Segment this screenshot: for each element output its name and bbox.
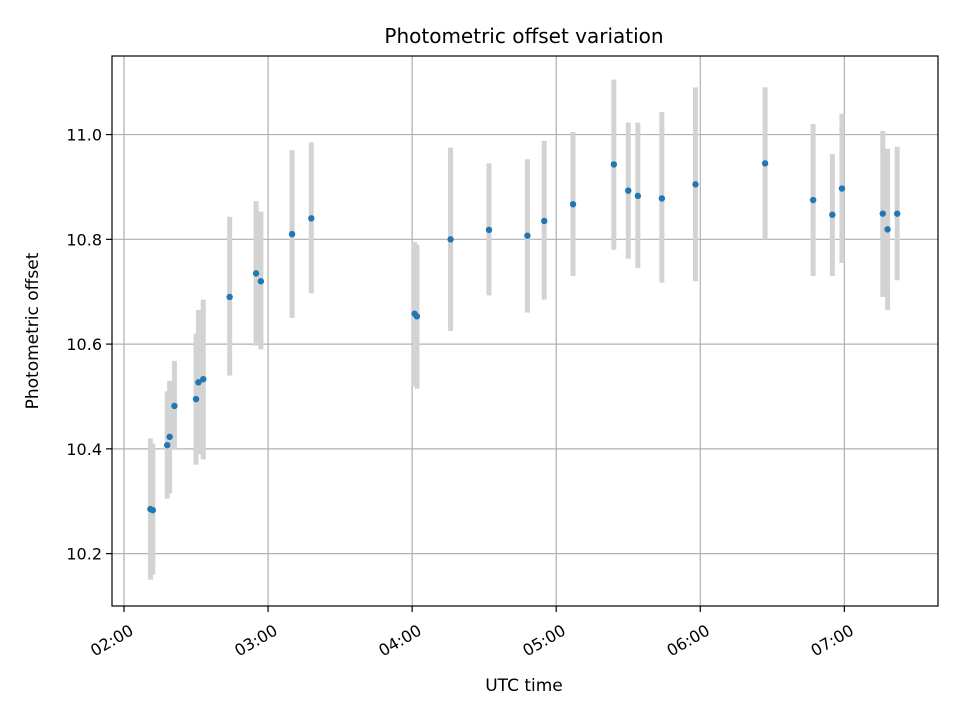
data-point xyxy=(838,185,846,192)
data-point xyxy=(149,506,157,514)
data-point xyxy=(166,433,173,441)
y-tick-label: 10.2 xyxy=(66,545,102,564)
data-point xyxy=(634,192,642,200)
y-axis-label: Photometric offset xyxy=(23,252,43,409)
data-point xyxy=(226,293,233,301)
data-point xyxy=(761,160,769,167)
data-point xyxy=(610,161,618,168)
data-point xyxy=(192,395,200,403)
data-point xyxy=(288,230,296,238)
data-point xyxy=(252,270,260,277)
data-point xyxy=(884,226,891,233)
data-point xyxy=(692,181,699,188)
data-points xyxy=(147,160,901,514)
plot-frame xyxy=(111,55,939,607)
chart-title: Photometric offset variation xyxy=(384,24,663,48)
data-point xyxy=(569,201,577,208)
data-point xyxy=(625,187,632,194)
data-point xyxy=(195,379,202,386)
data-point xyxy=(879,210,886,217)
data-point xyxy=(413,313,421,320)
data-point xyxy=(829,211,836,218)
data-point xyxy=(447,236,454,243)
y-tick-label: 10.8 xyxy=(66,230,102,249)
y-tick-label: 11.0 xyxy=(66,126,102,145)
x-axis-label: UTC time xyxy=(485,676,563,696)
data-point xyxy=(200,375,207,383)
data-point xyxy=(257,278,265,285)
data-point xyxy=(485,226,493,234)
y-tick-label: 10.4 xyxy=(66,440,102,459)
data-point xyxy=(524,232,531,239)
y-axis-ticks: 10.2 10.4 10.6 10.8 11.0 xyxy=(66,126,112,564)
data-point xyxy=(893,210,901,217)
data-point xyxy=(171,402,178,410)
data-point xyxy=(308,215,315,222)
data-point xyxy=(164,441,171,449)
y-tick-label: 10.6 xyxy=(66,335,102,354)
data-point xyxy=(658,195,666,202)
data-point xyxy=(809,196,817,204)
data-point xyxy=(541,217,548,225)
